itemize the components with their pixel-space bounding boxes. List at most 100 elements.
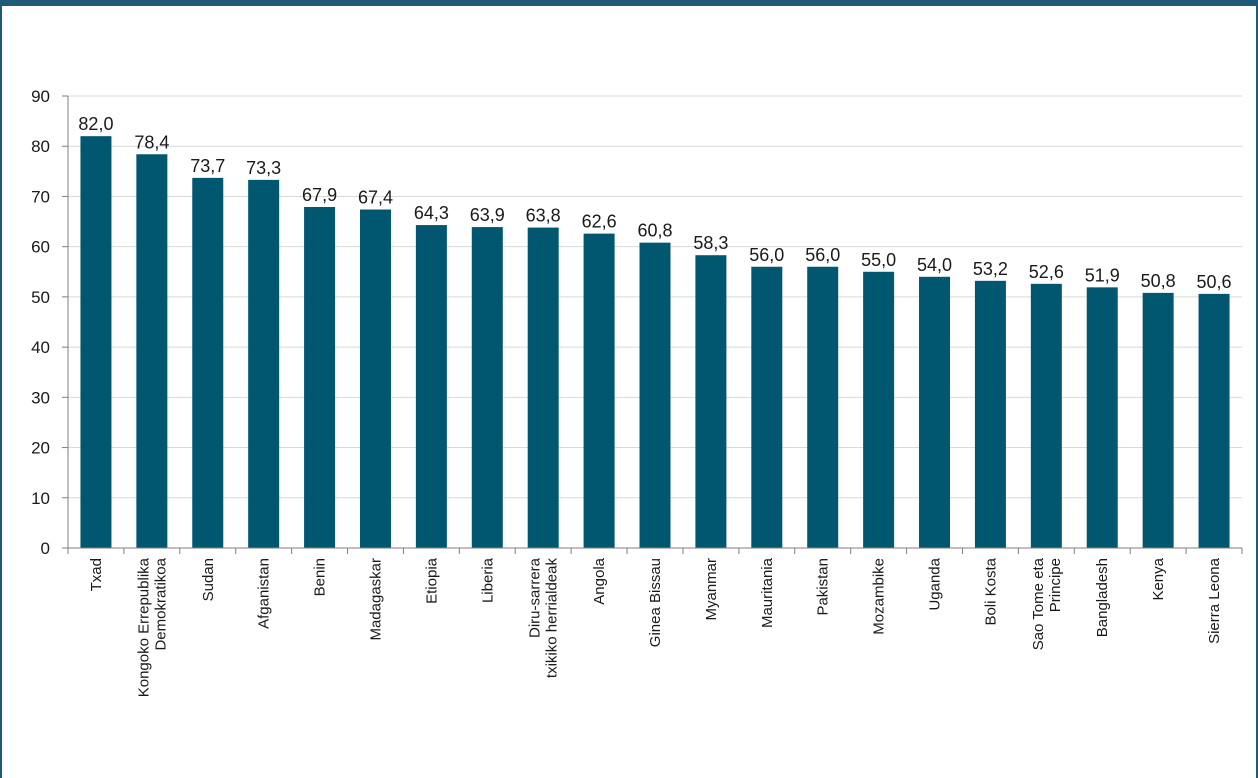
x-tick-label: Boli Kosta (982, 557, 999, 625)
axes (62, 95, 1243, 554)
bars (80, 136, 1230, 549)
y-tick-label: 60 (31, 238, 50, 257)
x-tick-label: Uganda (927, 557, 944, 610)
y-tick-label: 20 (31, 439, 50, 458)
x-tick-label: Benin (312, 558, 329, 596)
data-label: 60,8 (637, 221, 672, 241)
bar (1142, 292, 1174, 548)
y-tick-label: 80 (31, 137, 50, 156)
x-tick-label-line: Madagaskar (367, 558, 384, 641)
y-tick-label: 10 (31, 489, 50, 508)
x-tick-label-line: txikiko herrialdeak (544, 558, 561, 679)
bar (863, 271, 895, 548)
y-tick-label: 0 (41, 539, 50, 558)
x-tick-label-line: Demokratikoa (152, 557, 169, 650)
x-tick-label: Myanmar (703, 558, 720, 621)
data-label: 62,6 (582, 212, 617, 232)
data-label: 64,3 (414, 203, 449, 223)
bar (1086, 287, 1118, 548)
data-label: 82,0 (78, 114, 113, 134)
data-label: 56,0 (805, 245, 840, 265)
x-tick-label-line: Diru-sarrera (527, 557, 544, 638)
bar (807, 266, 839, 548)
labels: 0 10 20 30 40 50 60 70 80 90 82,0 Txad 78,4 Kongoko E… (31, 87, 1231, 697)
x-tick-label: Liberia (479, 557, 496, 603)
y-tick-label: 40 (31, 338, 50, 357)
x-tick-label-line: Etiopia (423, 557, 440, 604)
x-tick-label-line: Myanmar (703, 558, 720, 621)
x-tick-label-line: Kenya (1150, 557, 1167, 600)
bar (192, 177, 224, 548)
data-label: 53,2 (973, 259, 1008, 279)
data-label: 67,4 (358, 188, 393, 208)
bar (471, 227, 503, 548)
x-tick-label-line: Boli Kosta (982, 557, 999, 625)
bar (751, 266, 783, 548)
x-tick-label: Madagaskar (367, 558, 384, 641)
bar (527, 227, 559, 549)
bar (919, 276, 951, 548)
data-label: 54,0 (917, 255, 952, 275)
x-tick-label-line: Afganistan (256, 558, 273, 629)
y-tick-label: 50 (31, 288, 50, 307)
x-tick-label-line: Mauritania (759, 557, 776, 628)
x-tick-label-line: Sierra Leona (1206, 557, 1223, 644)
x-tick-label: Angola (591, 557, 608, 604)
data-label: 78,4 (134, 132, 169, 152)
bar (415, 225, 447, 548)
x-tick-label: Sudan (200, 558, 217, 601)
data-label: 55,0 (861, 250, 896, 270)
y-tick-label: 70 (31, 187, 50, 206)
y-tick-label: 30 (31, 388, 50, 407)
bar (304, 206, 336, 549)
x-tick-label: Mozambike (871, 558, 888, 635)
data-label: 50,6 (1197, 272, 1232, 292)
x-tick-label: Afganistan (256, 558, 273, 629)
x-tick-label-line: Pakistan (815, 558, 832, 616)
x-tick-label: Sao Tome eta Principe (1030, 557, 1064, 650)
bar (136, 154, 168, 548)
x-tick-label-line: Kongoko Errepublika (135, 557, 152, 697)
data-label: 73,3 (246, 158, 281, 178)
x-tick-label-line: Ginea Bissau (647, 558, 664, 647)
x-tick-label-line: Liberia (479, 557, 496, 603)
x-tick-label: Kenya (1150, 557, 1167, 600)
bar (1198, 293, 1230, 548)
x-tick-label: Etiopia (423, 557, 440, 604)
x-tick-label-line: Mozambike (871, 558, 888, 635)
x-tick-label: Txad (88, 558, 105, 591)
data-label: 63,9 (470, 205, 505, 225)
x-tick-label-line: Angola (591, 557, 608, 604)
x-tick-label: Pakistan (815, 558, 832, 616)
x-tick-label-line: Bangladesh (1094, 558, 1111, 637)
bar (695, 255, 727, 548)
x-tick-label: Ginea Bissau (647, 558, 664, 647)
bar (583, 233, 615, 548)
x-tick-label-line: Benin (312, 558, 329, 596)
y-tick-label: 90 (31, 87, 50, 106)
x-tick-label-line: Uganda (927, 557, 944, 610)
data-label: 50,8 (1141, 271, 1176, 291)
x-tick-label-line: Txad (88, 558, 105, 591)
x-tick-label-line: Principe (1047, 558, 1064, 612)
data-label: 51,9 (1085, 265, 1120, 285)
data-label: 63,8 (526, 206, 561, 226)
x-tick-label: Bangladesh (1094, 558, 1111, 637)
x-tick-label-line: Sao Tome eta (1030, 557, 1047, 650)
data-label: 67,9 (302, 185, 337, 205)
data-label: 58,3 (693, 233, 728, 253)
bar (974, 280, 1006, 548)
bar (80, 136, 112, 548)
data-label: 56,0 (749, 245, 784, 265)
bar (639, 242, 671, 548)
x-tick-label: Diru-sarrera txikiko herrialdeak (527, 557, 561, 678)
bar (1030, 283, 1062, 548)
data-label: 73,7 (190, 156, 225, 176)
x-tick-label: Sierra Leona (1206, 557, 1223, 644)
x-tick-label: Mauritania (759, 557, 776, 628)
data-label: 52,6 (1029, 262, 1064, 282)
bar (248, 179, 280, 549)
bar (359, 209, 391, 548)
